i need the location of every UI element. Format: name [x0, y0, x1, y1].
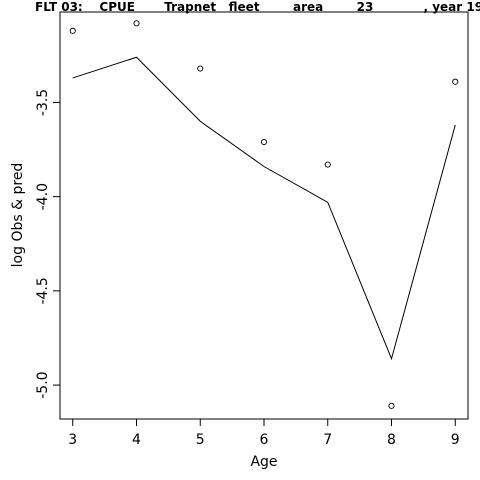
- observed-point: [260, 138, 268, 146]
- y-axis-label: log Obs & pred: [10, 163, 26, 268]
- observed-point: [388, 402, 395, 409]
- y-tick-label: -4.0: [35, 183, 51, 210]
- y-axis: -3.5 -4.0 -4.5 -5.0: [35, 89, 60, 399]
- observed-point: [452, 78, 459, 85]
- observed-point: [69, 27, 76, 34]
- y-tick-label: -4.5: [35, 277, 51, 304]
- series-observed: [69, 20, 459, 409]
- observed-point: [133, 20, 140, 27]
- x-tick-label: 5: [196, 432, 205, 448]
- predicted-line: [72, 56, 456, 361]
- y-tick-label: -5.0: [35, 371, 51, 398]
- x-tick-label: 9: [451, 432, 460, 448]
- x-tick-label: 4: [132, 432, 141, 448]
- observed-point: [197, 65, 204, 72]
- x-tick-label: 6: [260, 432, 269, 448]
- x-tick-label: 8: [387, 432, 396, 448]
- observed-point: [324, 161, 331, 168]
- plot-frame: [59, 11, 469, 420]
- x-tick-label: 7: [323, 432, 332, 448]
- y-tick-label: -3.5: [35, 89, 51, 116]
- x-axis: 3 4 5 6 7 8 9: [68, 419, 460, 448]
- chart-title: FLT 03: CPUE Trapnet fleet area 23 , yea…: [35, 0, 480, 14]
- x-axis-label: Age: [250, 454, 277, 470]
- x-tick-label: 3: [68, 432, 77, 448]
- series-predicted: [72, 56, 456, 361]
